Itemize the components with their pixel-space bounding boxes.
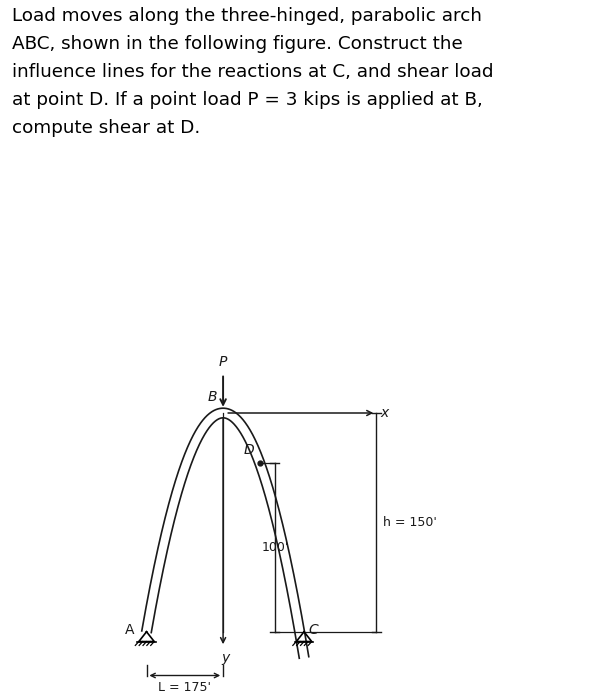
Text: 100': 100' bbox=[262, 540, 289, 554]
Text: Load moves along the three-hinged, parabolic arch
ABC, shown in the following fi: Load moves along the three-hinged, parab… bbox=[12, 7, 493, 137]
Text: B: B bbox=[208, 391, 217, 405]
Text: C: C bbox=[308, 622, 318, 636]
Text: x: x bbox=[381, 406, 389, 420]
Text: D: D bbox=[243, 443, 254, 457]
Text: P: P bbox=[219, 356, 228, 370]
Text: y: y bbox=[221, 652, 229, 666]
Text: h = 150': h = 150' bbox=[383, 516, 437, 529]
Text: A: A bbox=[125, 622, 135, 636]
Text: L = 175': L = 175' bbox=[158, 681, 212, 694]
